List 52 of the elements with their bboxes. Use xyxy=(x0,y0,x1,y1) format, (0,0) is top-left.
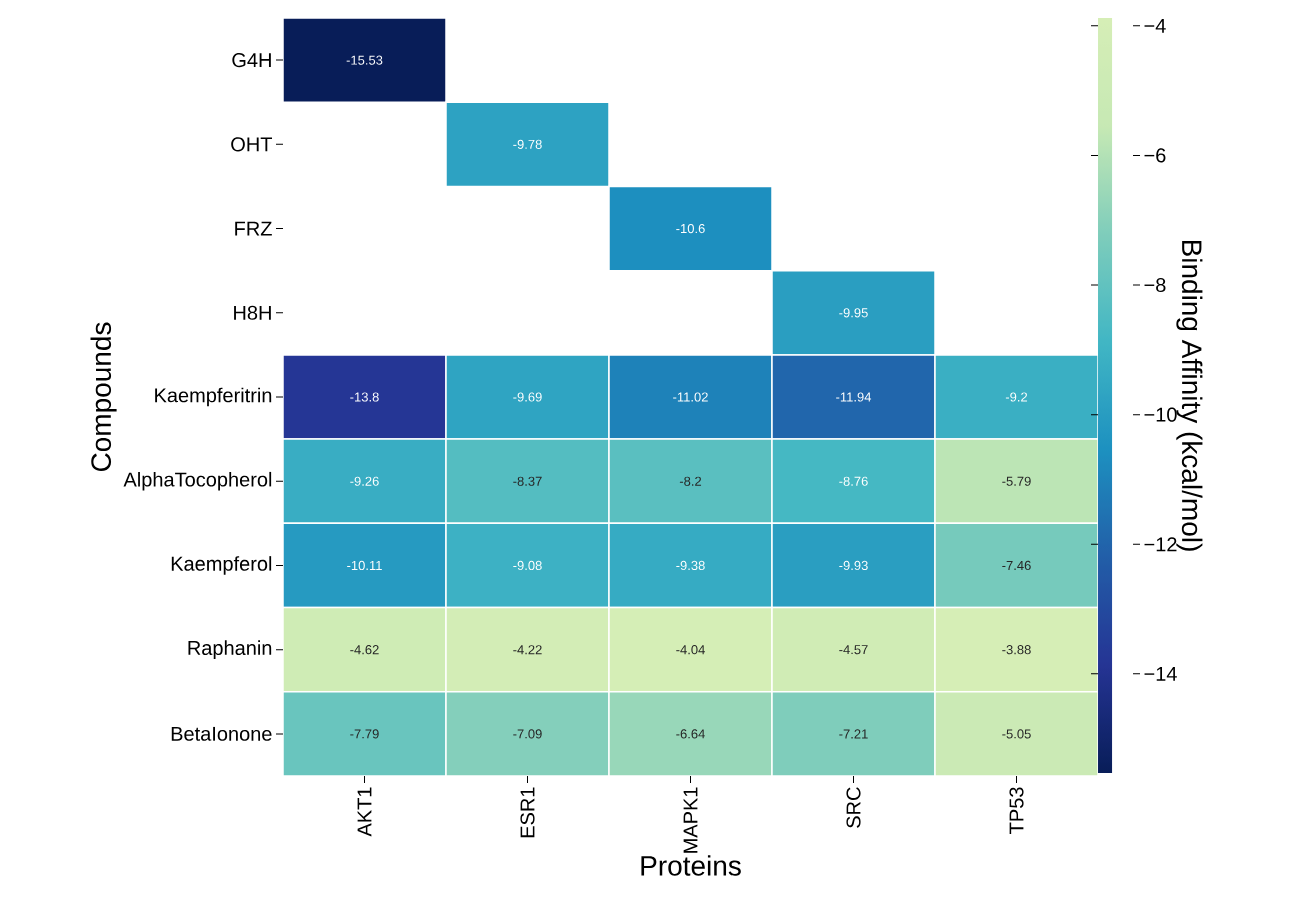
color-bar-label: −12 xyxy=(1144,537,1177,552)
data-label: -9.2 xyxy=(1005,392,1028,402)
y-tick-label: Kaempferol xyxy=(171,556,272,575)
data-label: -5.79 xyxy=(1002,476,1031,486)
data-label: -4.57 xyxy=(839,645,868,655)
data-label: -8.37 xyxy=(513,476,542,486)
data-label: -10.6 xyxy=(676,223,705,234)
color-bar-label: −6 xyxy=(1144,148,1166,163)
data-label: -9.08 xyxy=(513,560,542,571)
data-label: -9.95 xyxy=(839,308,868,318)
y-tick-label: AlphaTocopherol xyxy=(123,471,272,491)
data-label: -6.64 xyxy=(676,729,705,739)
x-tick-label: AKT1 xyxy=(357,787,372,837)
x-tick-label: TP53 xyxy=(1009,787,1024,834)
x-tick-label: SRC xyxy=(846,787,861,828)
data-label: -7.46 xyxy=(1002,560,1031,571)
data-label: -13.8 xyxy=(350,392,379,402)
data-label: -4.04 xyxy=(676,645,705,655)
data-label: -8.76 xyxy=(839,476,868,486)
y-tick-label: BetaIonone xyxy=(171,726,272,741)
data-label: -9.26 xyxy=(350,476,379,486)
y-tick-label: Kaempferitrin xyxy=(155,387,272,407)
y-tick-label: H8H xyxy=(234,305,271,320)
color-bar-label: −10 xyxy=(1144,407,1177,422)
data-label: -4.62 xyxy=(350,645,379,655)
x-tick-label: MAPK1 xyxy=(683,787,698,853)
color-bar-label: −4 xyxy=(1144,18,1166,33)
data-label: -5.05 xyxy=(1002,729,1031,739)
data-label: -9.78 xyxy=(513,139,542,149)
data-label: -7.09 xyxy=(513,729,542,739)
data-label: -3.88 xyxy=(1002,645,1031,655)
x-tick-label: ESR1 xyxy=(520,787,535,838)
y-tick-label: FRZ xyxy=(235,221,272,236)
color-bar-label: −8 xyxy=(1144,277,1166,293)
data-label: -9.69 xyxy=(513,392,542,402)
data-label: -7.79 xyxy=(350,729,379,739)
color-bar-title: Binding Affinity (kcal/mol) xyxy=(1176,240,1203,551)
data-label: -11.94 xyxy=(836,392,872,402)
data-label: -7.21 xyxy=(839,729,868,739)
data-label: -4.22 xyxy=(513,645,542,655)
y-tick-label: G4H xyxy=(232,53,271,68)
data-label: -9.38 xyxy=(676,560,705,571)
data-label: -10.11 xyxy=(347,560,382,571)
color-bar-label: −14 xyxy=(1144,666,1177,681)
data-label: -9.93 xyxy=(839,560,868,571)
x-axis-title: Proteins xyxy=(641,855,741,876)
data-label: -8.2 xyxy=(679,476,702,486)
y-axis-title: Compounds xyxy=(90,322,117,472)
data-label: -11.02 xyxy=(673,392,708,402)
y-tick-label: OHT xyxy=(231,137,273,152)
data-label: -15.53 xyxy=(346,55,383,65)
y-tick-label: Raphanin xyxy=(188,640,272,659)
